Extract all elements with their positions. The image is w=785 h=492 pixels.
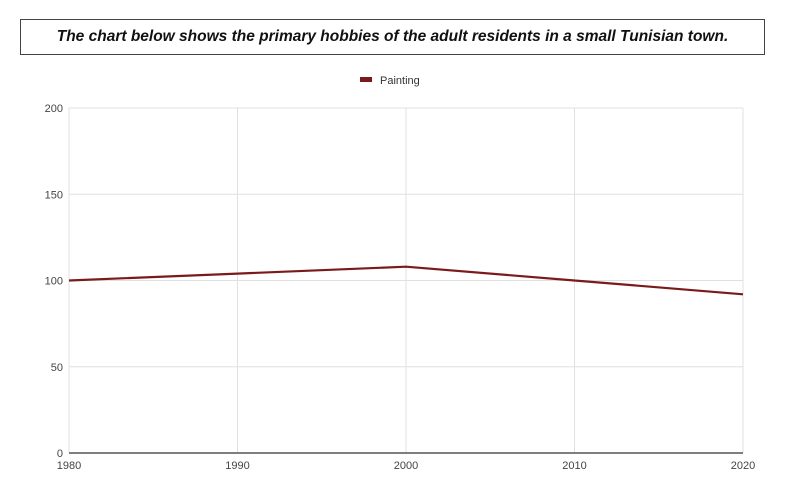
series-line-painting	[68, 265, 744, 296]
x-tick-label: 1980	[57, 460, 81, 472]
x-tick-label: 2010	[562, 460, 586, 472]
y-tick-label: 200	[45, 103, 63, 115]
chart-title: The chart below shows the primary hobbie…	[56, 28, 729, 45]
legend-swatch	[360, 77, 372, 82]
x-tick-label: 2000	[394, 460, 418, 472]
legend-label: Painting	[380, 75, 420, 87]
y-tick-label: 50	[51, 362, 63, 374]
y-tick-label: 100	[45, 276, 63, 288]
chart-title-box: The chart below shows the primary hobbie…	[20, 19, 765, 55]
y-tick-label: 0	[57, 448, 63, 460]
x-tick-label: 1990	[225, 460, 249, 472]
y-tick-label: 150	[45, 189, 63, 201]
x-tick-label: 2020	[731, 460, 755, 472]
